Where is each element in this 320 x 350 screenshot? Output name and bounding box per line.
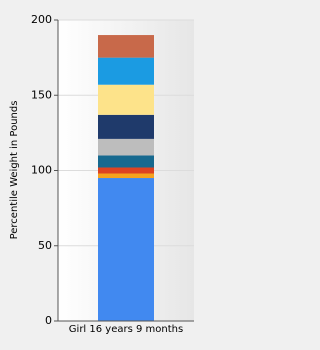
y-tick-label: 150 <box>31 88 52 101</box>
y-tick-label: 100 <box>31 164 52 177</box>
chart: Percentile Weight in Pounds 0 50 100 150 200… <box>9 13 194 335</box>
bar-segment <box>98 167 154 174</box>
bar-segment <box>98 155 154 168</box>
bar-segment <box>98 173 154 179</box>
bar-segment <box>98 138 154 156</box>
y-tick-label: 50 <box>38 239 52 252</box>
y-tick-label: 200 <box>31 13 52 26</box>
y-axis-label: Percentile Weight in Pounds <box>9 101 20 240</box>
bar-segment <box>98 178 154 321</box>
bar-segment <box>98 84 154 115</box>
bar-segment <box>98 57 154 85</box>
bar-segment <box>98 114 154 139</box>
page: {"chart_data": {"type": "stacked-bar", "… <box>9 13 194 335</box>
x-tick-label: Girl 16 years 9 months <box>69 324 183 335</box>
y-tick-label: 0 <box>45 314 52 327</box>
bar-segment <box>98 35 154 58</box>
